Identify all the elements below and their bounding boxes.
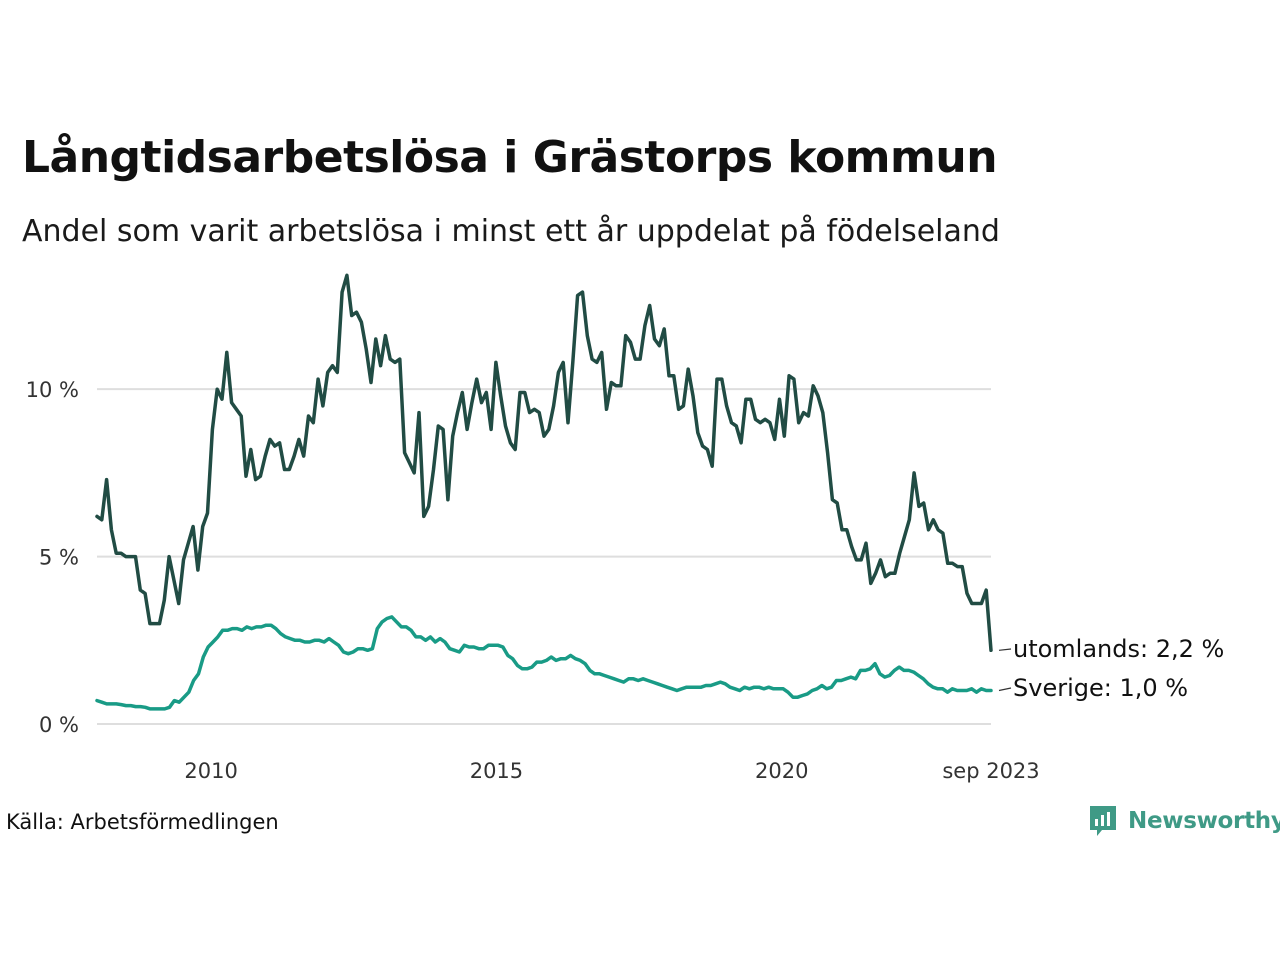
x-tick-label: sep 2023 (942, 759, 1039, 783)
chart-subtitle: Andel som varit arbetslösa i minst ett å… (22, 214, 1000, 249)
end-label-utomlands: utomlands: 2,2 % (1013, 635, 1224, 663)
newsworthy-icon (1090, 806, 1116, 836)
series-line-sverige (95, 615, 993, 711)
x-tick-label: 2020 (755, 759, 808, 783)
x-tick-label: 2010 (184, 759, 237, 783)
source-note: Källa: Arbetsförmedlingen (6, 810, 279, 834)
end-label-sverige: Sverige: 1,0 % (1013, 674, 1188, 702)
grid-layer (97, 388, 991, 725)
x-tick-label: 2015 (470, 759, 523, 783)
end-label-leader (998, 648, 1012, 651)
brand-name: Newsworthy (1128, 808, 1280, 834)
y-tick-label: 5 % (39, 546, 79, 570)
series-layer (95, 273, 993, 711)
y-tick-label: 10 % (26, 378, 79, 402)
end-labels: utomlands: 2,2 % Sverige: 1,0 % (998, 635, 1224, 702)
brand-logo: Newsworthy (1088, 804, 1280, 838)
y-axis-labels: 0 % 5 % 10 % (26, 378, 79, 737)
end-label-leader (998, 687, 1012, 692)
x-axis-labels: 2010 2015 2020 sep 2023 (184, 759, 1039, 783)
series-line-utomlands (95, 273, 993, 653)
chart-title: Långtidsarbetslösa i Grästorps kommun (22, 132, 998, 183)
y-tick-label: 0 % (39, 713, 79, 737)
